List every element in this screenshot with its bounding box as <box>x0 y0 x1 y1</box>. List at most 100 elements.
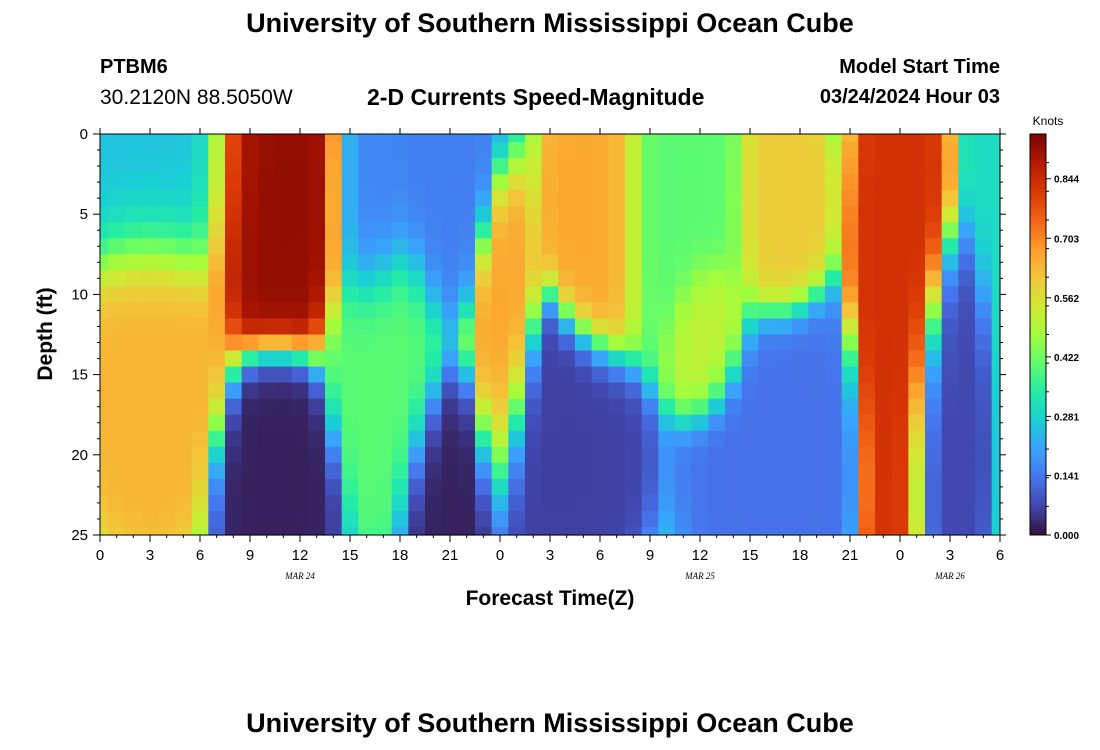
heatmap-cell <box>325 134 343 143</box>
heatmap-cell <box>908 366 926 384</box>
heatmap-cell <box>575 286 593 304</box>
heatmap-cell <box>258 478 276 496</box>
heatmap-cell <box>891 494 909 512</box>
heatmap-cell <box>191 446 209 464</box>
heatmap-cell <box>875 494 893 512</box>
heatmap-cell <box>941 382 959 400</box>
heatmap-cell <box>975 302 993 320</box>
heatmap-cell <box>525 398 543 416</box>
heatmap-cell <box>325 510 343 528</box>
heatmap-cell <box>108 222 126 239</box>
heatmap-cell <box>575 462 593 480</box>
heatmap-cell <box>925 462 943 480</box>
heatmap-cell <box>341 462 359 480</box>
heatmap-cell <box>358 526 376 536</box>
heatmap-cell <box>575 430 593 448</box>
heatmap-cell <box>208 414 226 432</box>
heatmap-cell <box>225 222 243 239</box>
heatmap-cell <box>191 494 209 512</box>
colorbar-tick-label: 0.562 <box>1054 294 1079 305</box>
heatmap-cell <box>658 318 676 336</box>
heatmap-cell <box>675 366 693 384</box>
heatmap-cell <box>225 510 243 528</box>
heatmap-cell <box>508 446 526 464</box>
heatmap-cell <box>225 190 243 207</box>
heatmap-cell <box>141 142 159 159</box>
heatmap-cell <box>591 494 609 512</box>
heatmap-cell <box>875 158 893 175</box>
heatmap-cell <box>100 174 109 191</box>
heatmap-cell <box>775 286 793 304</box>
heatmap-cell <box>891 446 909 464</box>
heatmap-cell <box>941 270 959 287</box>
heatmap-cell <box>691 334 709 352</box>
heatmap-cell <box>525 238 543 255</box>
x-tick-label: 6 <box>596 547 604 564</box>
heatmap-cell <box>991 270 1001 287</box>
heatmap-cell <box>375 478 393 496</box>
heatmap-cell <box>691 190 709 207</box>
heatmap-cell <box>158 350 176 368</box>
heatmap-cell <box>925 190 943 207</box>
heatmap-cell <box>891 478 909 496</box>
heatmap-cell <box>558 414 576 432</box>
heatmap-cell <box>508 158 526 175</box>
heatmap-cell <box>175 134 193 143</box>
heatmap-cell <box>141 382 159 400</box>
heatmap-cell <box>508 366 526 384</box>
heatmap-cell <box>508 238 526 255</box>
heatmap-cell <box>658 222 676 239</box>
heatmap-cell <box>758 142 776 159</box>
heatmap-cell <box>708 222 726 239</box>
heatmap-cell <box>941 134 959 143</box>
heatmap-cell <box>975 366 993 384</box>
heatmap-cell <box>341 430 359 448</box>
heatmap-cell <box>341 446 359 464</box>
heatmap-cell <box>108 446 126 464</box>
heatmap-cell <box>175 318 193 336</box>
heatmap-cell <box>875 254 893 271</box>
heatmap-cell <box>791 286 809 304</box>
heatmap-cell <box>491 366 509 384</box>
heatmap-cell <box>625 478 643 496</box>
heatmap-cell <box>141 414 159 432</box>
heatmap-cell <box>608 238 626 255</box>
heatmap-cell <box>691 430 709 448</box>
heatmap-cell <box>291 318 309 336</box>
heatmap-cell <box>691 222 709 239</box>
heatmap-cell <box>441 414 459 432</box>
heatmap-cell <box>341 254 359 271</box>
heatmap-cell <box>858 238 876 255</box>
heatmap-cell <box>991 206 1001 223</box>
heatmap-cell <box>175 270 193 287</box>
heatmap-cell <box>208 382 226 400</box>
heatmap-cell <box>958 238 976 255</box>
heatmap-cell <box>891 206 909 223</box>
heatmap-cell <box>458 158 476 175</box>
heatmap-cell <box>991 462 1001 480</box>
heatmap-cell <box>641 462 659 480</box>
heatmap-cell <box>458 350 476 368</box>
heatmap-cell <box>391 134 409 143</box>
heatmap-cell <box>741 350 759 368</box>
heatmap-cell <box>791 222 809 239</box>
heatmap-cell <box>408 142 426 159</box>
heatmap-cell <box>458 382 476 400</box>
heatmap-cell <box>475 494 493 512</box>
heatmap-cell <box>308 286 326 304</box>
heatmap-cell <box>541 430 559 448</box>
heatmap-cell <box>275 206 293 223</box>
heatmap-cell <box>375 318 393 336</box>
heatmap-cell <box>625 430 643 448</box>
heatmap-cell <box>125 206 143 223</box>
heatmap-cell <box>391 494 409 512</box>
heatmap-cell <box>191 238 209 255</box>
heatmap-cell <box>675 430 693 448</box>
heatmap-cell <box>691 270 709 287</box>
heatmap-cell <box>708 478 726 496</box>
heatmap-cell <box>141 134 159 143</box>
heatmap-cell <box>825 366 843 384</box>
heatmap-cell <box>100 302 109 320</box>
heatmap-cell <box>275 382 293 400</box>
heatmap-cell <box>125 510 143 528</box>
